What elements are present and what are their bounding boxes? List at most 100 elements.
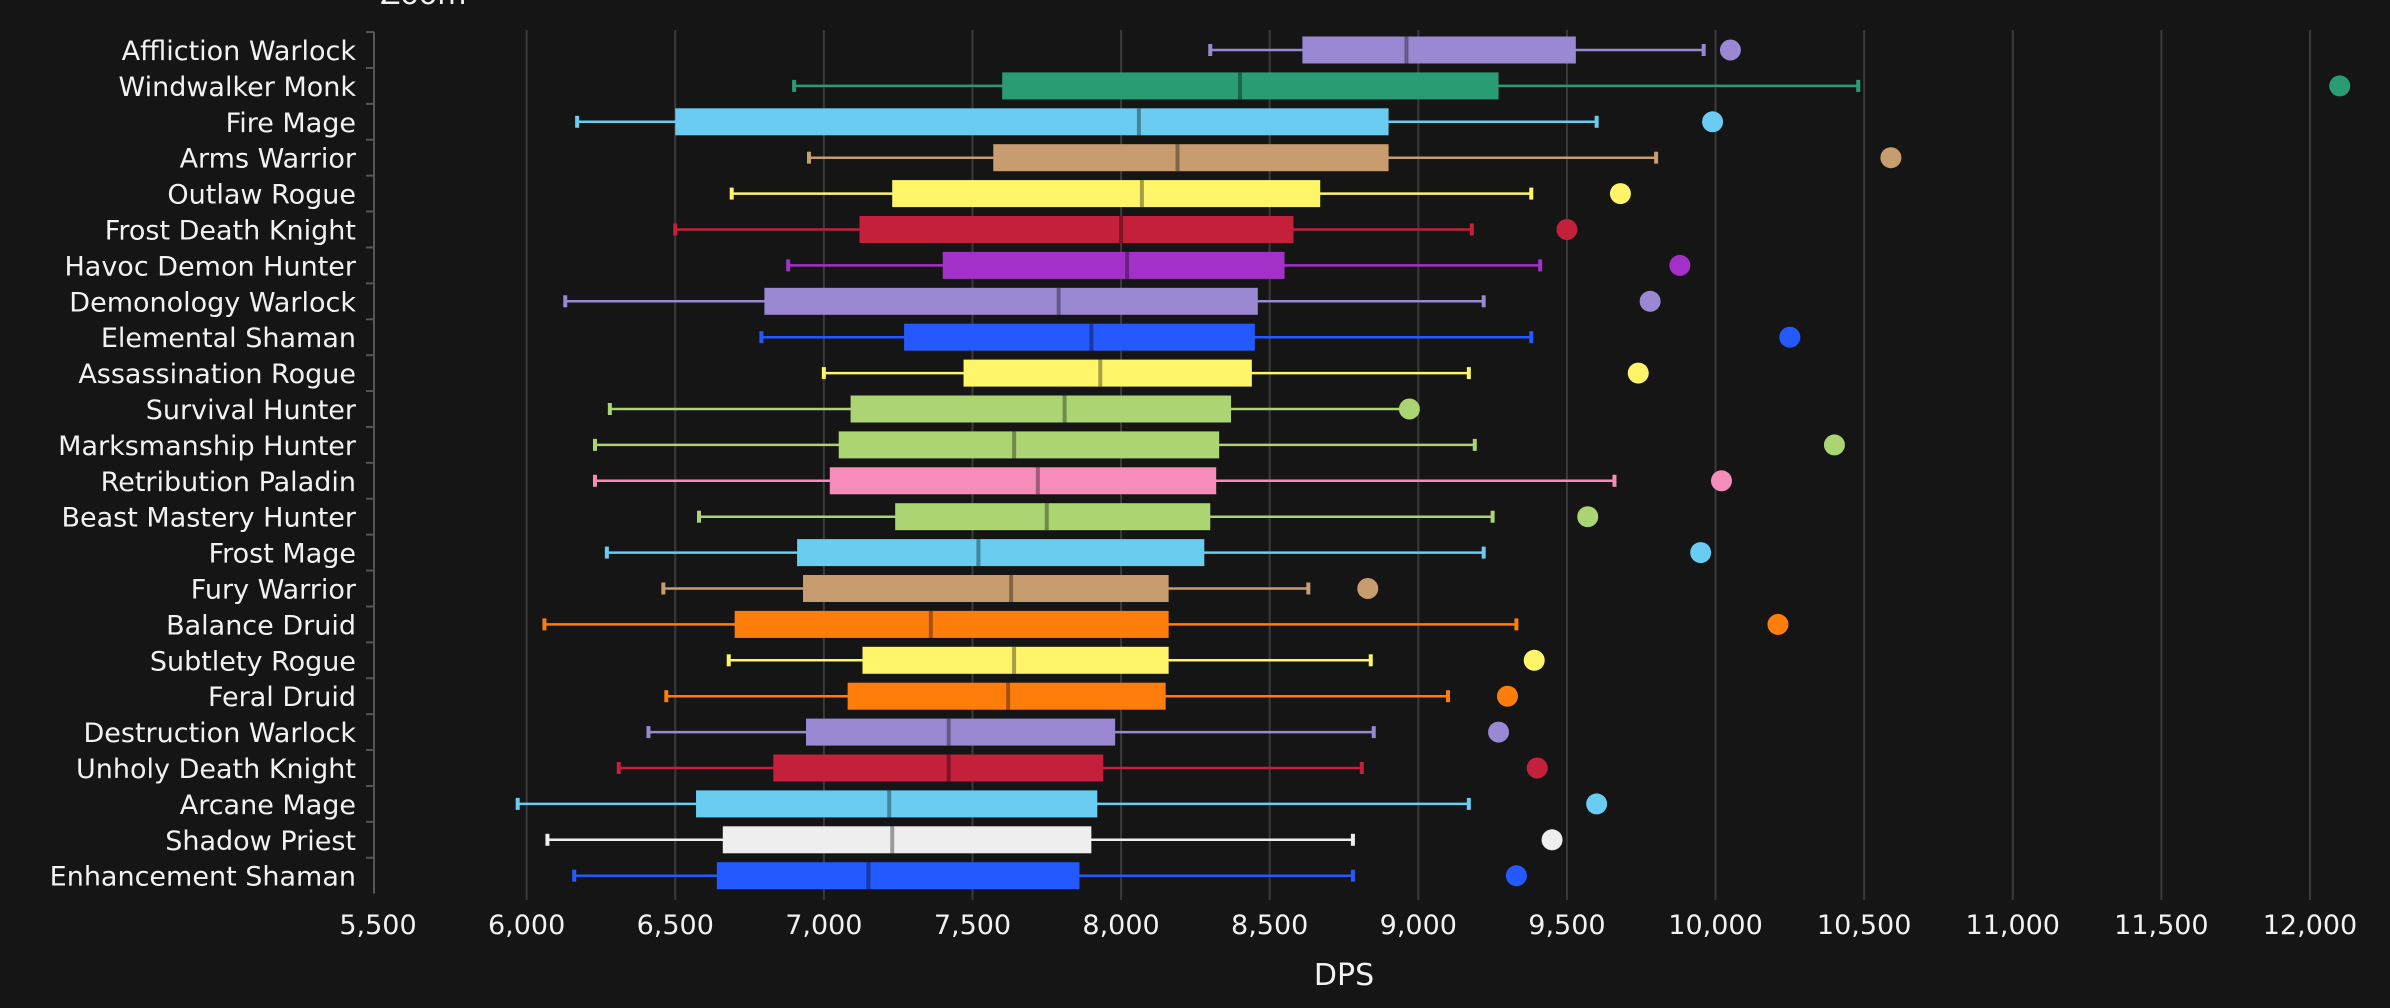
- box-survival-hunter: [607, 395, 1420, 423]
- y-category-label: Fire Mage: [226, 108, 356, 139]
- y-category-label: Arms Warrior: [180, 144, 357, 175]
- y-category-label: Fury Warrior: [191, 575, 357, 606]
- y-category-label: Affliction Warlock: [122, 36, 357, 67]
- box-enhancement-shaman: [572, 862, 1527, 890]
- outlier-point: [1627, 362, 1649, 384]
- outlier-point: [1541, 829, 1563, 851]
- x-tick-label: 9,500: [1528, 910, 1605, 941]
- y-category-label: Destruction Warlock: [83, 718, 356, 749]
- iqr-box: [803, 575, 1169, 602]
- outlier-point: [1523, 649, 1545, 671]
- y-category-label: Windwalker Monk: [118, 72, 356, 103]
- x-axis: 5,500 6,000 6,500 7,000 7,500 8,000 8,500 9,000…: [339, 910, 2357, 941]
- x-tick-label: 6,500: [637, 910, 714, 941]
- box-windwalker-monk: [792, 72, 2351, 100]
- outlier-point: [1505, 865, 1527, 887]
- box-fire-mage: [575, 108, 1724, 136]
- x-tick-label: 5,500: [339, 910, 416, 941]
- outlier-point: [1710, 470, 1732, 492]
- y-category-label: Marksmanship Hunter: [58, 431, 357, 462]
- box-retribution-paladin: [592, 467, 1732, 495]
- x-tick-label: 8,000: [1082, 910, 1159, 941]
- outlier-point: [2329, 75, 2351, 97]
- iqr-box: [859, 216, 1294, 243]
- y-category-label: Frost Mage: [209, 539, 356, 570]
- iqr-box: [847, 682, 1166, 710]
- y-category-label: Demonology Warlock: [69, 287, 356, 318]
- outlier-point: [1690, 542, 1712, 564]
- iqr-box: [942, 251, 1285, 279]
- box-subtlety-rogue: [726, 646, 1545, 674]
- iqr-box: [892, 180, 1321, 208]
- iqr-box: [675, 108, 1389, 136]
- outlier-point: [1609, 183, 1631, 205]
- y-category-label: Feral Druid: [208, 682, 356, 713]
- y-category-label: Unholy Death Knight: [76, 754, 356, 785]
- outlier-point: [1669, 254, 1691, 276]
- y-category-label: Balance Druid: [166, 610, 356, 641]
- y-category-label: Beast Mastery Hunter: [61, 503, 356, 534]
- box-arms-warrior: [806, 144, 1902, 172]
- box-assassination-rogue: [821, 359, 1649, 387]
- outlier-point: [1719, 39, 1741, 61]
- iqr-box: [829, 467, 1217, 495]
- outlier-point: [1639, 290, 1661, 312]
- zoom-label[interactable]: Zoom: [380, 0, 466, 12]
- box-frost-mage: [604, 539, 1712, 567]
- iqr-box: [696, 790, 1098, 818]
- box-balance-druid: [542, 610, 1789, 638]
- box-arcane-mage: [515, 790, 1608, 818]
- outlier-point: [1357, 578, 1379, 599]
- x-tick-label: 12,000: [2263, 910, 2357, 941]
- y-category-label: Retribution Paladin: [101, 467, 356, 498]
- x-tick-label: 7,000: [785, 910, 862, 941]
- box-frost-death-knight: [673, 216, 1578, 243]
- x-tick-label: 6,000: [488, 910, 565, 941]
- outlier-point: [1577, 506, 1599, 528]
- y-category-label: Survival Hunter: [146, 395, 357, 426]
- outlier-point: [1496, 685, 1518, 707]
- iqr-box: [764, 287, 1258, 315]
- iqr-box: [904, 323, 1255, 351]
- x-tick-label: 8,500: [1231, 910, 1308, 941]
- x-tick-label: 11,500: [2114, 910, 2208, 941]
- box-affliction-warlock: [1208, 36, 1741, 64]
- iqr-box: [1002, 72, 1499, 100]
- box-havoc-demon-hunter: [786, 251, 1691, 279]
- iqr-box: [838, 431, 1220, 459]
- box-fury-warrior: [661, 575, 1379, 602]
- outlier-point: [1823, 434, 1845, 456]
- outlier-point: [1586, 793, 1608, 815]
- x-axis-title: DPS: [1314, 958, 1374, 993]
- iqr-box: [716, 862, 1080, 890]
- x-tick-label: 10,500: [1817, 910, 1911, 941]
- box-elemental-shaman: [759, 323, 1801, 351]
- box-beast-mastery-hunter: [697, 503, 1599, 531]
- y-category-label: Havoc Demon Hunter: [64, 251, 356, 282]
- box-marksmanship-hunter: [592, 431, 1845, 459]
- outlier-point: [1880, 147, 1902, 169]
- iqr-box: [806, 718, 1116, 746]
- iqr-box: [773, 754, 1104, 782]
- x-tick-label: 7,500: [934, 910, 1011, 941]
- box-shadow-priest: [545, 826, 1563, 854]
- y-category-label: Frost Death Knight: [105, 216, 356, 247]
- iqr-box: [993, 144, 1389, 172]
- x-tick-label: 10,000: [1668, 910, 1762, 941]
- outlier-point: [1767, 613, 1789, 635]
- gridlines: [525, 30, 2311, 900]
- box-destruction-warlock: [646, 718, 1510, 746]
- outlier-point: [1398, 398, 1420, 420]
- outlier-point: [1488, 721, 1510, 743]
- iqr-box: [963, 359, 1252, 387]
- y-category-label: Subtlety Rogue: [150, 646, 356, 677]
- iqr-box: [1302, 36, 1576, 64]
- x-tick-label: 9,000: [1380, 910, 1457, 941]
- outlier-point: [1526, 757, 1548, 779]
- box-outlaw-rogue: [729, 180, 1631, 208]
- outlier-point: [1702, 111, 1724, 133]
- y-category-label: Enhancement Shaman: [50, 862, 356, 893]
- iqr-box: [797, 539, 1205, 567]
- box-demonology-warlock: [563, 287, 1661, 315]
